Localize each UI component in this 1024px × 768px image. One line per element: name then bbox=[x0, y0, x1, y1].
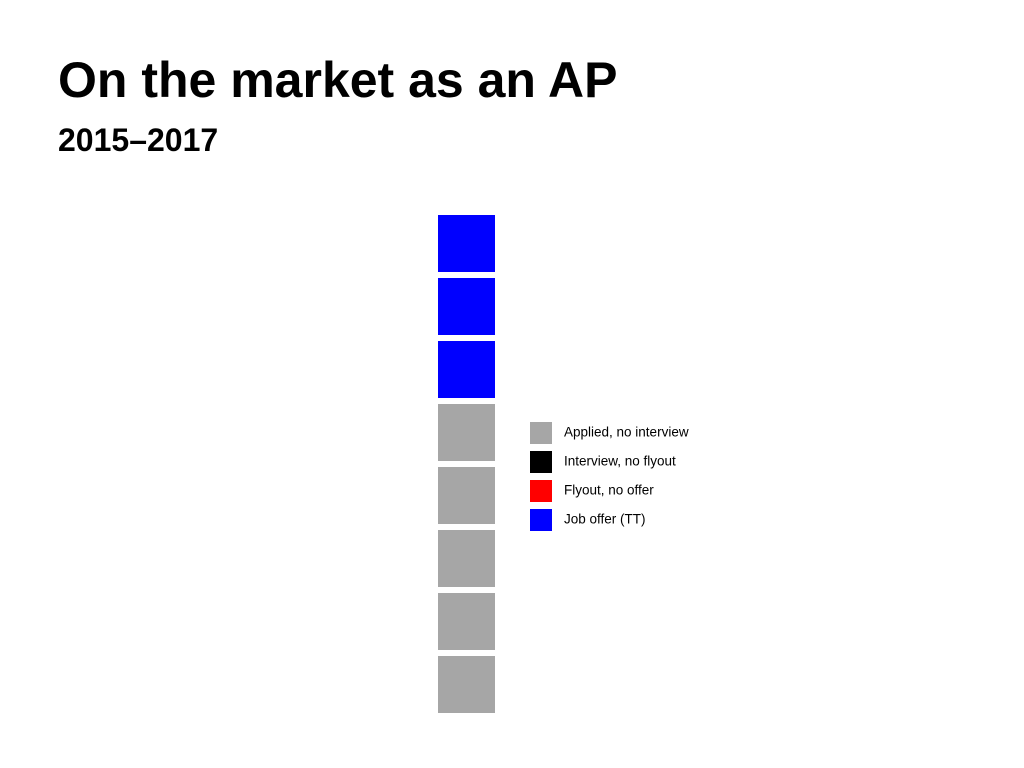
legend-label: Flyout, no offer bbox=[564, 483, 654, 498]
legend-label: Interview, no flyout bbox=[564, 454, 676, 469]
legend-label: Applied, no interview bbox=[564, 425, 689, 440]
slide-title: On the market as an AP bbox=[58, 52, 617, 108]
waffle-cell bbox=[438, 656, 495, 713]
slide-subtitle: 2015–2017 bbox=[58, 122, 218, 158]
legend-swatch bbox=[530, 451, 552, 473]
waffle-cell bbox=[438, 278, 495, 335]
waffle-cell bbox=[438, 215, 495, 272]
waffle-cell bbox=[438, 404, 495, 461]
legend-swatch bbox=[530, 422, 552, 444]
waffle-cell bbox=[438, 530, 495, 587]
legend-swatch bbox=[530, 509, 552, 531]
waffle-cell bbox=[438, 593, 495, 650]
legend-label: Job offer (TT) bbox=[564, 512, 646, 527]
waffle-cell bbox=[438, 467, 495, 524]
waffle-cell bbox=[438, 341, 495, 398]
legend-swatch bbox=[530, 480, 552, 502]
